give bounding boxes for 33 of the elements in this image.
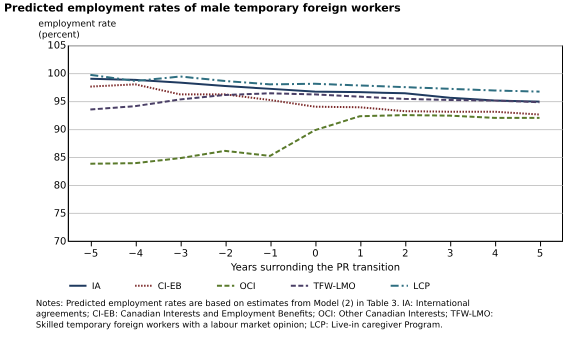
line-series [89,92,541,110]
x-tick-label: 4 [492,248,498,260]
line-series [89,114,541,165]
legend-label: IA [92,282,102,292]
y-tick-label: 90 [54,124,66,136]
y-tick-label: 70 [54,236,66,248]
legend-label: TFW-LMO [312,282,356,292]
line-series [89,83,541,116]
y-tick-label: 100 [47,68,66,80]
legend-label: LCP [413,282,431,292]
legend-label: CI-EB [158,282,182,292]
x-tick-label: 3 [447,248,454,260]
x-tick-label: −3 [173,248,188,260]
x-tick-label: −2 [218,248,233,260]
x-tick-label: −4 [128,248,144,260]
x-tick-label: 5 [536,248,544,260]
legend-label: OCI [240,282,256,292]
x-axis-title: Years surronding the PR transition [230,262,400,274]
x-tick-label: 0 [312,248,319,260]
text: Notes: Predicted employment rates are based on estimates from Model (2) in Table 3. IA: International agreements; CI-EB: Canadian Interests and Employment Benefits; OCI: Other Canadian Interests; TFW-LMO: Skilled temporary foreign workers with a labour market opinion; LCP: Live-in caregiver Program. [36,298,494,330]
x-tick-label: 1 [357,248,364,260]
y-tick-label: 105 [47,40,66,52]
x-tick-label: 2 [402,248,408,260]
line-series [89,74,541,93]
y-axis-title: employment rate (percent) [38,20,117,41]
y-tick-label: 80 [54,180,66,192]
chart-title: Predicted employment rates of male temporary foreign workers [4,1,402,14]
line-series [89,78,541,103]
x-tick-label: −5 [83,248,98,260]
y-tick-label: 95 [54,96,66,108]
y-tick-label: 75 [54,208,66,220]
y-tick-label: 85 [54,152,66,164]
x-tick-label: −1 [263,248,278,260]
